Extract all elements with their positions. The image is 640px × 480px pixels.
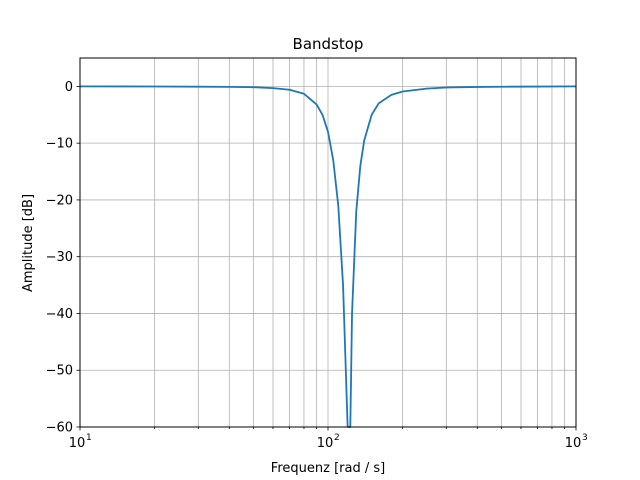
x-tick-exponent: 3 <box>582 433 588 443</box>
y-tick-label: −20 <box>46 193 73 208</box>
chart-title: Bandstop <box>293 35 364 53</box>
y-tick-label: −40 <box>46 307 73 322</box>
y-tick-label: −30 <box>46 250 73 265</box>
x-tick-label: 10 2 <box>317 433 340 451</box>
x-tick-base: 10 <box>317 436 334 451</box>
x-axis-label: Frequenz [rad / s] <box>271 461 385 476</box>
x-tick-label: 10 1 <box>69 433 92 451</box>
y-tick-label: −10 <box>46 137 73 152</box>
y-tick-label: −50 <box>46 364 73 379</box>
x-tick-exponent: 2 <box>334 433 340 443</box>
x-tick-base: 10 <box>69 436 86 451</box>
x-tick-exponent: 1 <box>86 433 92 443</box>
x-tick-base: 10 <box>565 436 582 451</box>
y-axis-label: Amplitude [dB] <box>21 194 36 292</box>
grid <box>79 58 576 428</box>
y-tick-label: −60 <box>46 421 73 436</box>
y-tick-label: 0 <box>65 80 73 95</box>
x-tick-label: 10 3 <box>565 433 588 451</box>
